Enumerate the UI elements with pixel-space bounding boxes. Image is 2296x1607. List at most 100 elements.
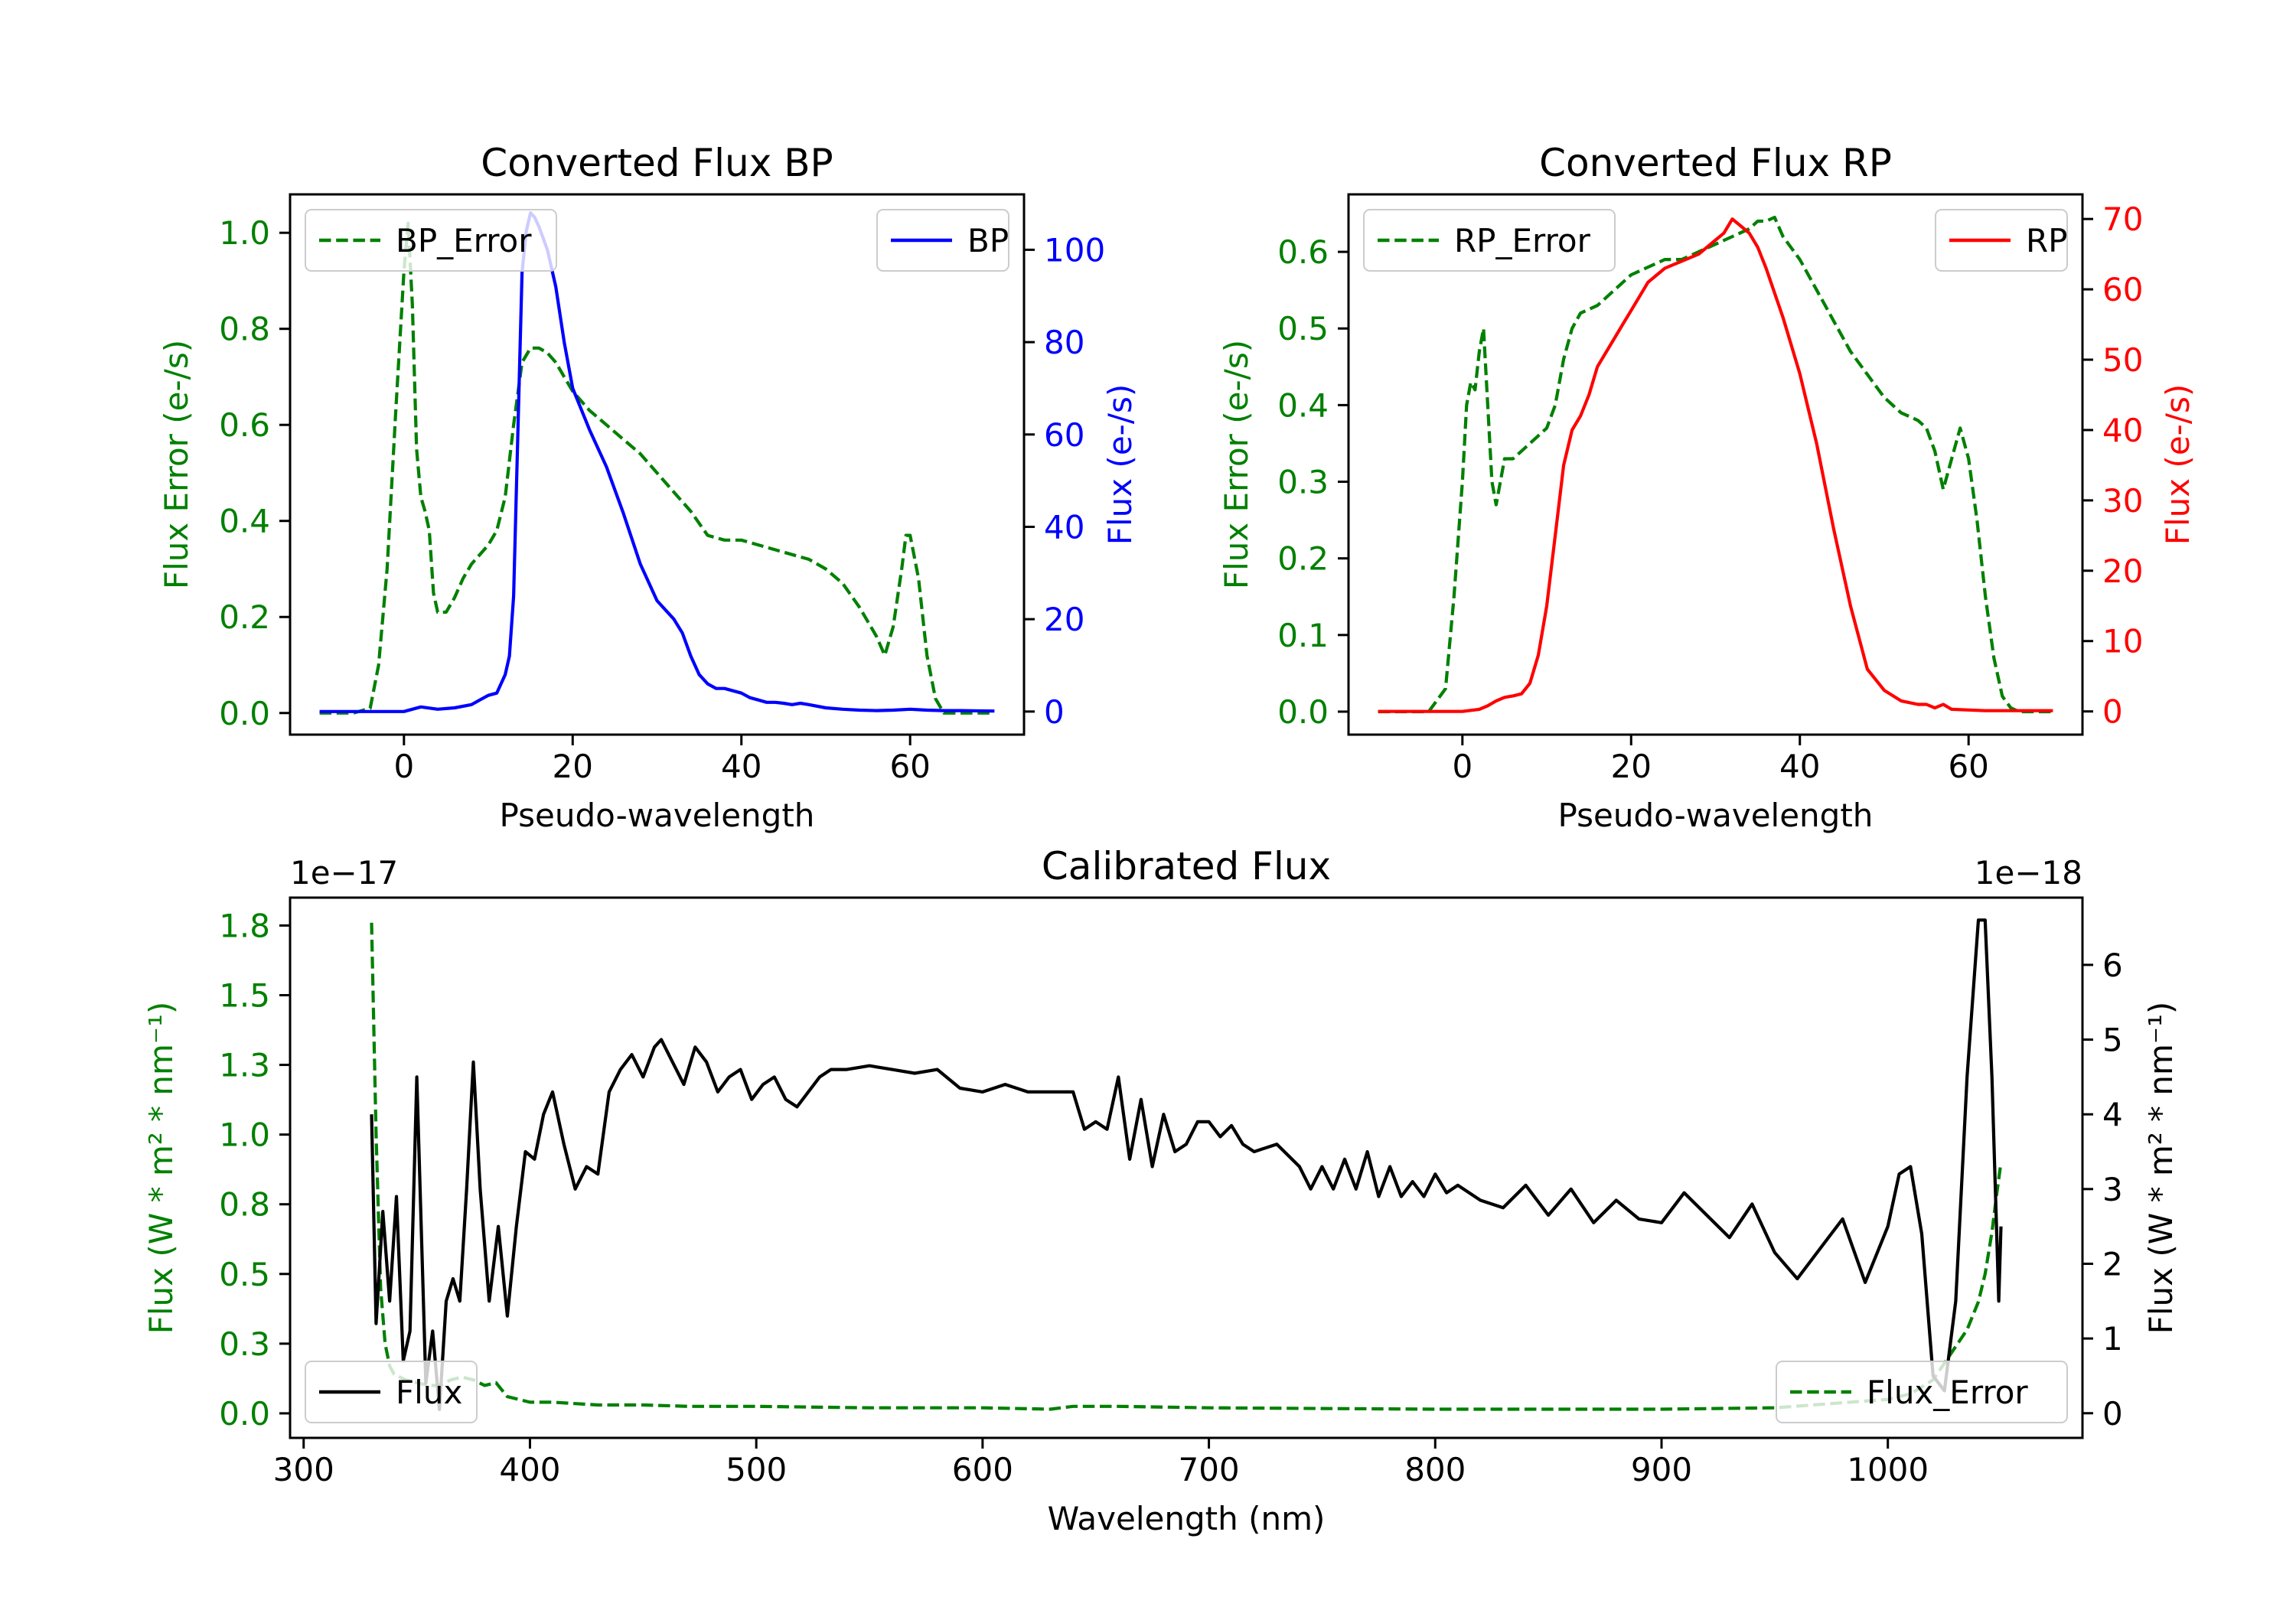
cal-ytick-right-label: 1 — [2102, 1320, 2123, 1358]
rp-xtick-label: 40 — [1779, 748, 1820, 785]
cal-ylabel-left: Flux (W * m² * nm⁻¹) — [142, 1002, 180, 1335]
cal-plot — [370, 918, 2003, 1411]
bp-ytick-right-label: 100 — [1044, 231, 1105, 269]
cal-xtick-label: 800 — [1404, 1451, 1466, 1488]
rp-xlabel: Pseudo-wavelength — [1558, 797, 1874, 834]
rp-legend-label: RP — [2026, 222, 2068, 259]
cal-ytick-left-label: 0.8 — [219, 1186, 270, 1224]
bp-legend-label: BP_Error — [396, 222, 532, 259]
bp-ytick-left-label: 0.6 — [219, 406, 270, 444]
rp-ytick-left-label: 0.4 — [1277, 386, 1329, 424]
rp-ylabel-right: Flux (e-/s) — [2159, 384, 2197, 545]
rp-ytick-left-label: 0.1 — [1277, 617, 1329, 654]
cal-ylabel-right: Flux (W * m² * nm⁻¹) — [2142, 1002, 2180, 1335]
bp-title: Converted Flux BP — [481, 141, 833, 185]
rp-ytick-right-label: 60 — [2102, 271, 2143, 308]
bp-ytick-left-label: 0.0 — [219, 695, 270, 732]
rp-ytick-right-label: 50 — [2102, 341, 2143, 379]
bp-ytick-right-label: 20 — [1044, 601, 1084, 638]
rp-ytick-left-label: 0.0 — [1277, 693, 1329, 731]
rp-ytick-right-label: 70 — [2102, 200, 2143, 238]
rp-ytick-left-label: 0.6 — [1277, 233, 1329, 271]
bp-xtick-label: 60 — [889, 748, 930, 785]
cal-ytick-right-label: 6 — [2102, 947, 2123, 984]
bp-series-bp-error — [319, 221, 995, 715]
cal-series-flux-error — [370, 922, 2003, 1411]
cal-legend-label: Flux — [396, 1374, 462, 1411]
cal-ytick-right-label: 4 — [2102, 1096, 2123, 1133]
bp-xtick-label: 0 — [393, 748, 414, 785]
cal-axes-frame — [289, 896, 2084, 1439]
rp-ytick-left-label: 0.2 — [1277, 540, 1329, 578]
rp-ytick-right-label: 20 — [2102, 553, 2143, 590]
bp-legend-bp-error: BP_Error — [305, 209, 557, 272]
cal-offset-left: 1e−17 — [290, 854, 398, 892]
rp-xtick-label: 0 — [1452, 748, 1473, 785]
cal-legend-label: Flux_Error — [1867, 1374, 2028, 1411]
bp-xtick-label: 20 — [553, 748, 593, 785]
bp-xtick-label: 40 — [721, 748, 762, 785]
rp-axes-frame — [1347, 193, 2084, 736]
bp-axes-frame — [289, 193, 1026, 736]
rp-ytick-right-label: 0 — [2102, 693, 2123, 731]
cal-xtick-label: 700 — [1178, 1451, 1239, 1488]
bp-ytick-right-label: 40 — [1044, 508, 1084, 546]
rp-ytick-left-label: 0.3 — [1277, 464, 1329, 501]
cal-offset-right: 1e−18 — [1975, 854, 2082, 892]
bp-ytick-left-label: 1.0 — [219, 214, 270, 252]
cal-xlabel: Wavelength (nm) — [1048, 1500, 1326, 1537]
cal-xtick-label: 900 — [1631, 1451, 1692, 1488]
cal-series-flux — [370, 918, 2003, 1411]
cal-xtick-label: 500 — [726, 1451, 787, 1488]
cal-ytick-left-label: 1.8 — [219, 907, 270, 944]
rp-ytick-left-label: 0.5 — [1277, 310, 1329, 347]
cal-legend-box — [305, 1361, 478, 1423]
rp-legend-rp: RP — [1935, 209, 2068, 272]
cal-ytick-right-label: 5 — [2102, 1022, 2123, 1059]
cal-ytick-left-label: 1.3 — [219, 1047, 270, 1084]
bp-ytick-left-label: 0.2 — [219, 598, 270, 636]
rp-series-rp — [1378, 217, 2053, 713]
bp-ytick-right-label: 60 — [1044, 416, 1084, 454]
bp-legend-label: BP — [967, 222, 1009, 259]
cal-ytick-right-label: 0 — [2102, 1395, 2123, 1433]
rp-legend-rp-error: RP_Error — [1363, 209, 1616, 272]
cal-title: Calibrated Flux — [1042, 844, 1331, 888]
cal-ytick-right-label: 3 — [2102, 1171, 2123, 1208]
cal-legend-flux: Flux — [305, 1361, 478, 1423]
bp-plot — [319, 211, 995, 715]
rp-title: Converted Flux RP — [1539, 141, 1892, 185]
rp-xtick-label: 60 — [1948, 748, 1988, 785]
cal-xtick-label: 1000 — [1847, 1451, 1929, 1488]
cal-xtick-label: 400 — [499, 1451, 560, 1488]
bp-legend-box — [305, 209, 557, 272]
cal-legend-flux-error: Flux_Error — [1776, 1361, 2068, 1423]
rp-xtick-label: 20 — [1611, 748, 1652, 785]
bp-series-bp — [319, 211, 995, 713]
rp-legend-label: RP_Error — [1454, 222, 1591, 259]
rp-plot — [1378, 215, 2053, 714]
cal-ytick-left-label: 0.5 — [219, 1256, 270, 1293]
bp-ytick-left-label: 0.8 — [219, 311, 270, 348]
bp-ytick-right-label: 0 — [1044, 693, 1065, 731]
rp-series-rp-error — [1378, 215, 2053, 714]
bp-xlabel: Pseudo-wavelength — [500, 797, 815, 834]
rp-ytick-right-label: 30 — [2102, 482, 2143, 520]
cal-ytick-left-label: 1.0 — [219, 1116, 270, 1154]
rp-ytick-right-label: 40 — [2102, 412, 2143, 449]
bp-ylabel-left: Flux Error (e-/s) — [158, 340, 195, 589]
cal-ytick-left-label: 0.3 — [219, 1325, 270, 1363]
cal-ytick-left-label: 1.5 — [219, 977, 270, 1015]
rp-legend-box — [1363, 209, 1616, 272]
bp-ytick-left-label: 0.4 — [219, 503, 270, 540]
cal-ytick-right-label: 2 — [2102, 1245, 2123, 1283]
rp-ytick-right-label: 10 — [2102, 623, 2143, 660]
rp-ylabel-left: Flux Error (e-/s) — [1218, 340, 1255, 589]
bp-ytick-right-label: 80 — [1044, 324, 1084, 361]
bp-ylabel-right: Flux (e-/s) — [1101, 384, 1139, 545]
cal-ytick-left-label: 0.0 — [219, 1395, 270, 1433]
cal-xtick-label: 600 — [952, 1451, 1013, 1488]
cal-xtick-label: 300 — [273, 1451, 334, 1488]
bp-legend-bp: BP — [876, 209, 1009, 272]
